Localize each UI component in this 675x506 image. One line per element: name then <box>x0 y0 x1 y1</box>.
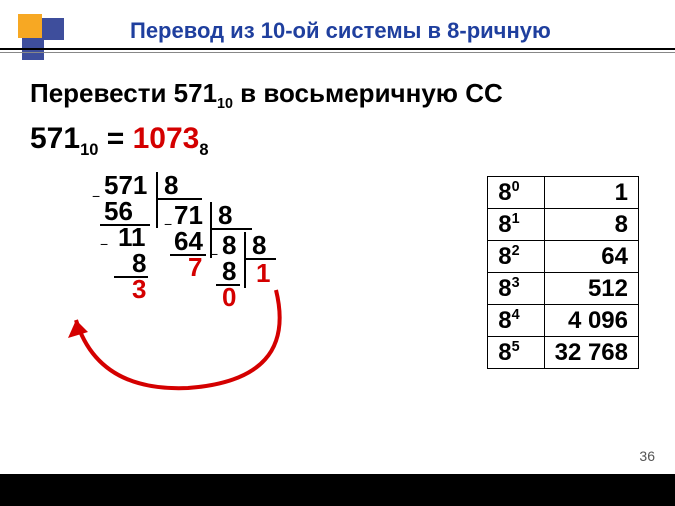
rem-7: 7 <box>188 252 202 283</box>
task-suffix: в восьмеричную СС <box>233 78 503 108</box>
table-row: 83 512 <box>488 273 639 305</box>
result-rhs: 1073 <box>133 122 200 155</box>
power-exp: 0 <box>512 179 520 195</box>
power-exp: 1 <box>512 211 520 227</box>
power-key: 84 <box>488 305 544 337</box>
power-val: 32 768 <box>544 337 638 369</box>
power-key: 83 <box>488 273 544 305</box>
power-exp: 4 <box>512 307 520 323</box>
power-exp: 5 <box>512 339 520 355</box>
power-val: 512 <box>544 273 638 305</box>
minus-icon: − <box>164 216 172 232</box>
power-exp: 3 <box>512 275 520 291</box>
rem-0: 0 <box>222 282 236 313</box>
table-row: 82 64 <box>488 241 639 273</box>
logo-square-orange <box>18 14 42 38</box>
table-row: 80 1 <box>488 177 639 209</box>
power-base: 8 <box>498 243 511 270</box>
powers-tbody: 80 1 81 8 82 64 83 512 84 4 096 85 32 76… <box>488 177 639 369</box>
power-exp: 2 <box>512 243 520 259</box>
quot-8a: 8 <box>164 170 178 201</box>
task-sub: 10 <box>217 96 233 112</box>
powers-table: 80 1 81 8 82 64 83 512 84 4 096 85 32 76… <box>487 176 639 369</box>
vline <box>244 232 246 288</box>
slide: Перевод из 10-ой системы в 8-ричную Пере… <box>0 0 675 474</box>
power-base: 8 <box>498 179 511 206</box>
title-underline-thin <box>0 52 675 53</box>
minus-icon: − <box>100 236 108 252</box>
rem-1: 1 <box>256 258 270 289</box>
title-underline <box>0 48 675 50</box>
power-val: 8 <box>544 209 638 241</box>
table-row: 84 4 096 <box>488 305 639 337</box>
result-rhs-sub: 8 <box>199 141 208 159</box>
power-base: 8 <box>498 307 511 334</box>
power-key: 81 <box>488 209 544 241</box>
page-number: 36 <box>639 448 655 464</box>
logo-square-blue-right <box>42 18 64 40</box>
table-row: 85 32 768 <box>488 337 639 369</box>
power-key: 82 <box>488 241 544 273</box>
power-val: 64 <box>544 241 638 273</box>
table-row: 81 8 <box>488 209 639 241</box>
rem-3: 3 <box>132 274 146 305</box>
result-equation: 57110 = 10738 <box>30 122 209 160</box>
minus-icon: − <box>210 246 218 262</box>
result-lhs-sub: 10 <box>80 141 98 159</box>
result-lhs: 571 <box>30 122 80 155</box>
task-prefix: Перевести 571 <box>30 78 217 108</box>
power-val: 1 <box>544 177 638 209</box>
long-division: 571 − 56 − 11 8 3 8 − 71 64 7 8 − 8 8 0 … <box>70 170 390 390</box>
vline <box>156 172 158 228</box>
slide-logo <box>18 14 64 60</box>
quot-8b: 8 <box>218 200 232 231</box>
power-key: 80 <box>488 177 544 209</box>
power-base: 8 <box>498 275 511 302</box>
result-eq: = <box>98 122 132 155</box>
task-text: Перевести 57110 в восьмеричную СС <box>30 78 503 112</box>
power-key: 85 <box>488 337 544 369</box>
power-val: 4 096 <box>544 305 638 337</box>
minus-icon: − <box>92 188 100 204</box>
power-base: 8 <box>498 339 511 366</box>
power-base: 8 <box>498 211 511 238</box>
quot-8c: 8 <box>252 230 266 261</box>
slide-title: Перевод из 10-ой системы в 8-ричную <box>130 18 551 44</box>
